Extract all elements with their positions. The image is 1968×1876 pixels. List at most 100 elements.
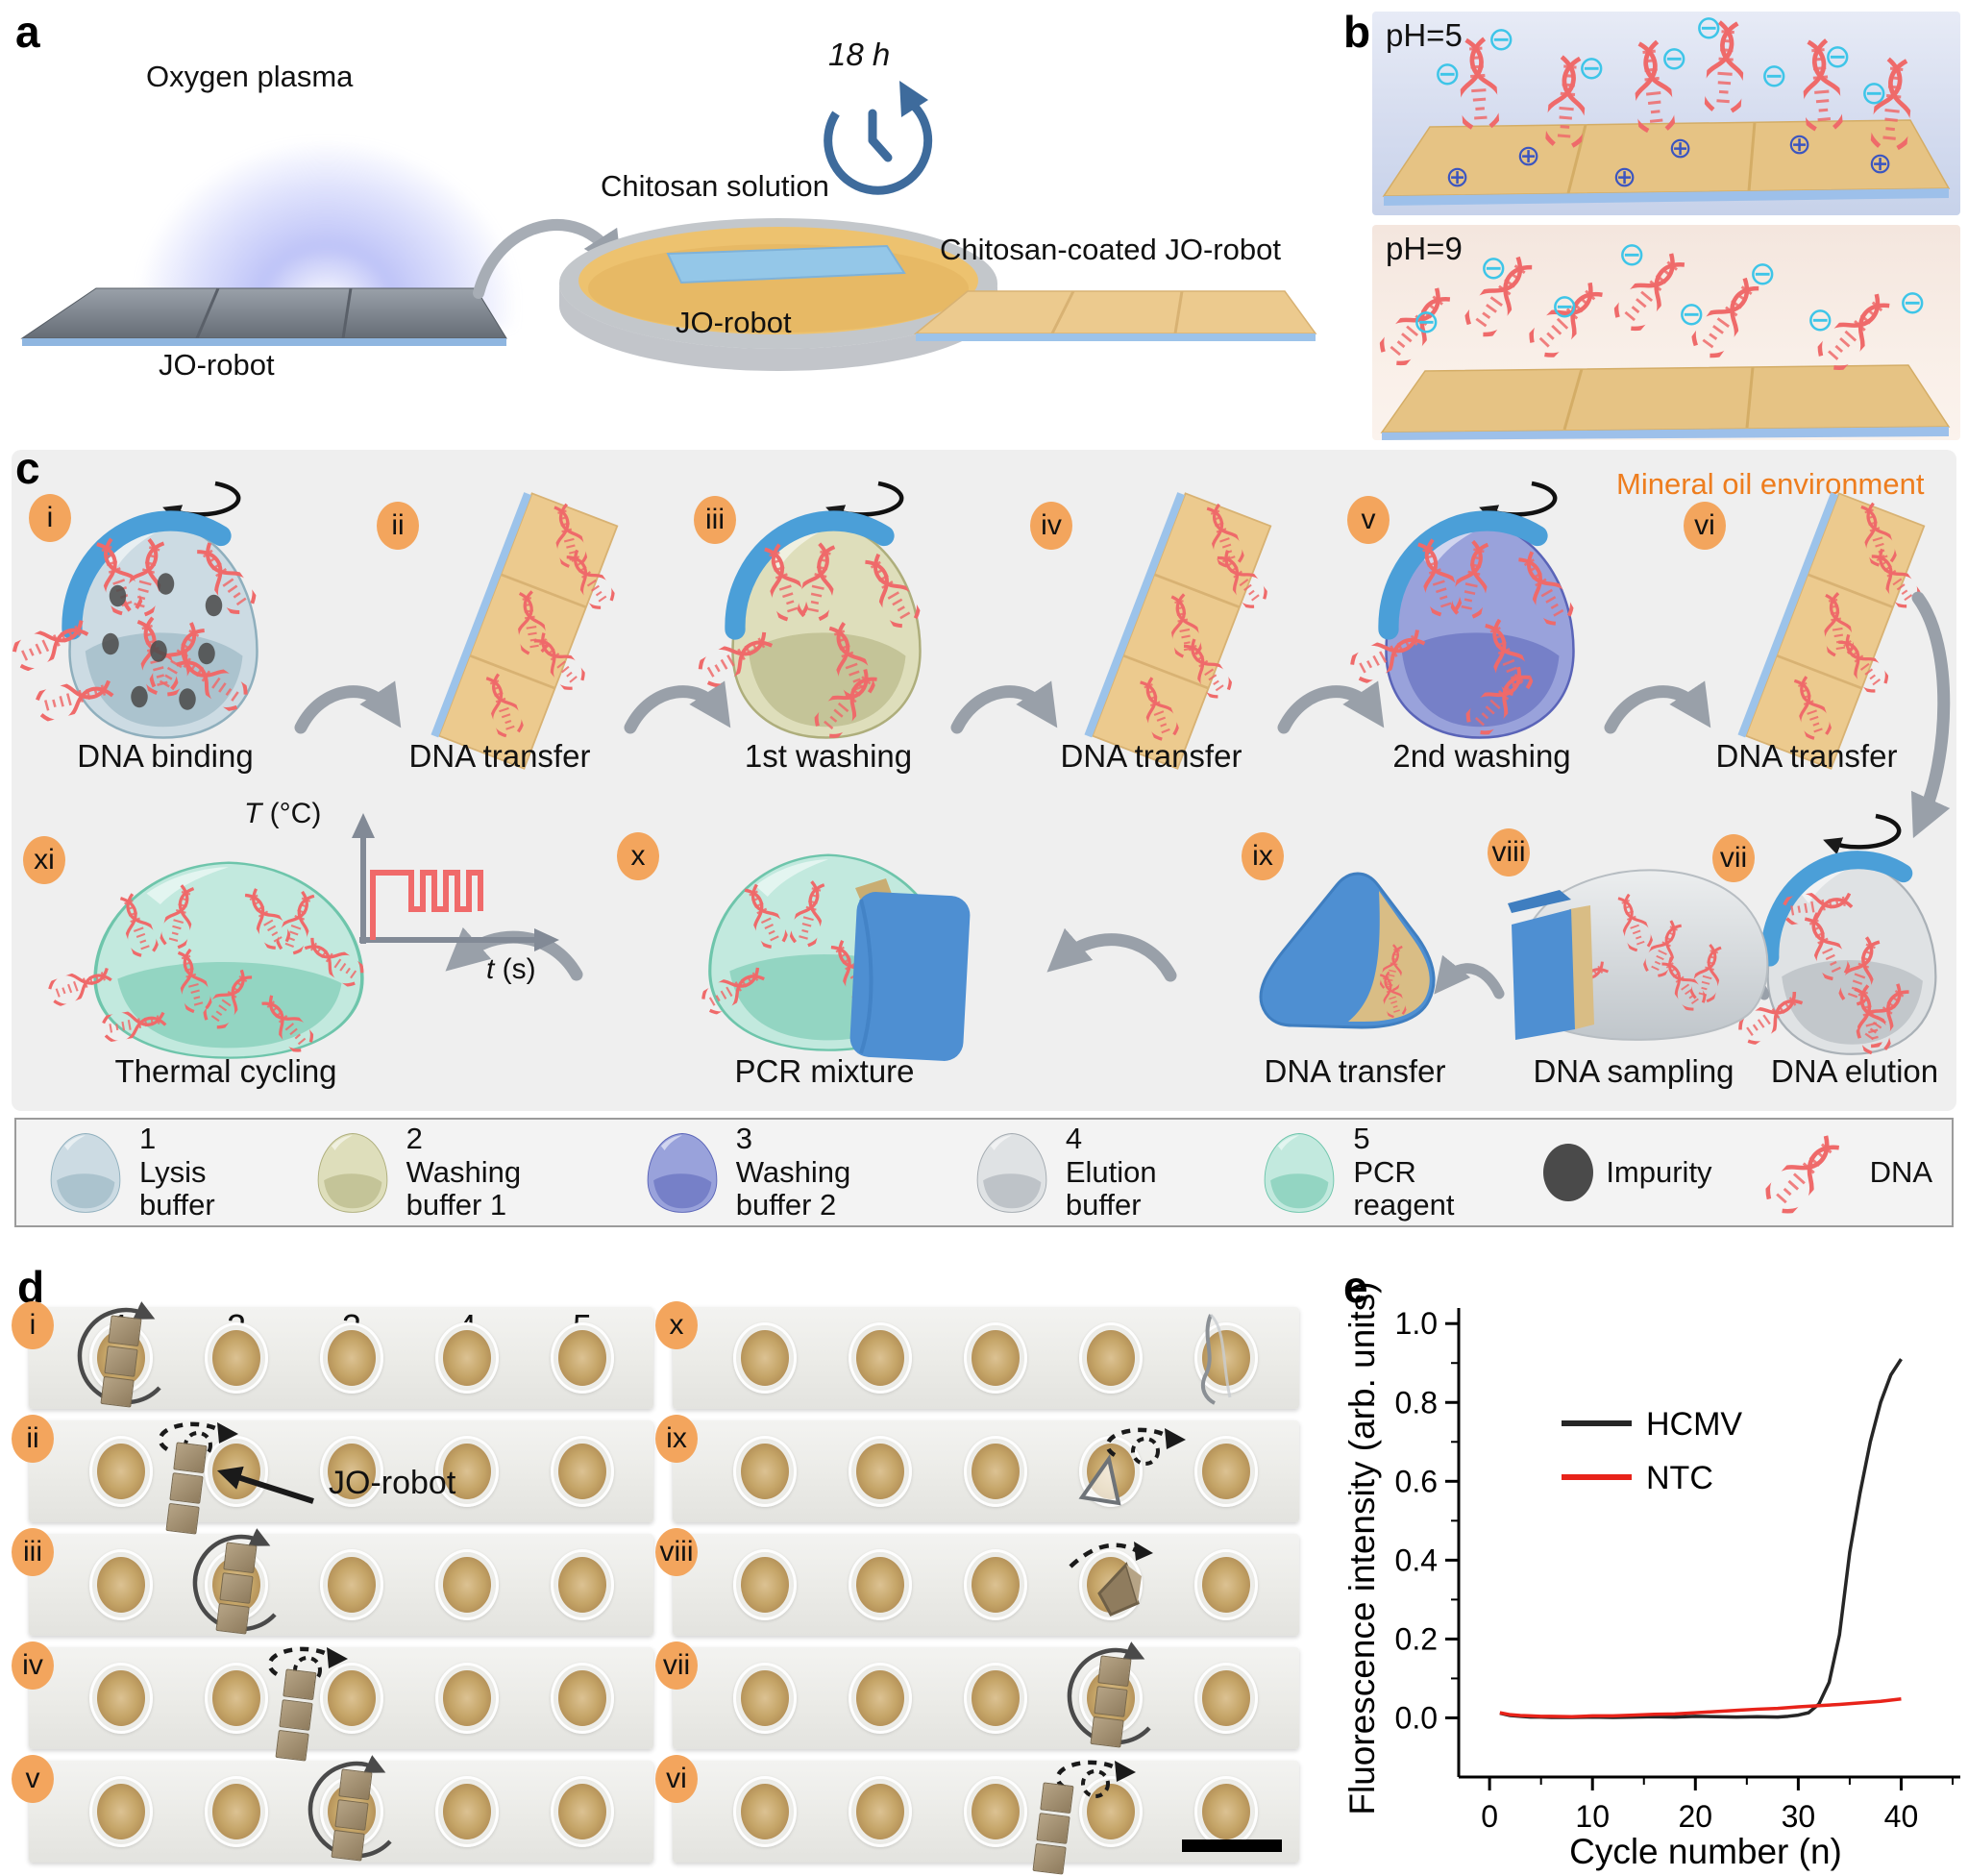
panel-e-label: e — [1343, 1262, 1368, 1312]
step-ix-folded-sheet — [1259, 872, 1436, 1029]
legend-label: Lysis buffer — [139, 1154, 215, 1222]
legend-item-wash1: 2 Washing buffer 1 — [308, 1122, 586, 1222]
duration-label: 18 h — [828, 37, 891, 72]
well — [435, 1776, 499, 1847]
svg-text:⊖: ⊖ — [1434, 56, 1462, 92]
dashed-arc-arrow — [1069, 1542, 1153, 1568]
step-x-label: PCR mixture — [734, 1053, 915, 1089]
svg-text:30: 30 — [1782, 1799, 1816, 1834]
svg-text:⊖: ⊖ — [1749, 256, 1777, 292]
legend-label: Impurity — [1606, 1154, 1712, 1189]
well — [964, 1776, 1027, 1847]
strip-badge-x: x — [655, 1301, 698, 1349]
jo-robot-sheet — [20, 287, 507, 346]
well — [551, 1776, 614, 1847]
impurity-icon — [1543, 1144, 1594, 1201]
strip-badge-viii: viii — [655, 1528, 698, 1576]
legend-item-pcr: 5 PCR reagent — [1255, 1121, 1488, 1222]
discarded-sheet — [1200, 1313, 1232, 1405]
strip-iv — [29, 1647, 653, 1762]
strip-badge-vi: vi — [655, 1755, 698, 1803]
strip-badge-iii: iii — [12, 1528, 54, 1576]
ph5-label: pH=5 — [1386, 17, 1463, 53]
step-badge-xi: xi — [23, 836, 65, 884]
pcr-amplification-chart: Fluorescence intensity (arb. units) Cycl… — [1342, 1281, 1960, 1871]
svg-text:⊖: ⊖ — [1618, 236, 1646, 273]
strip-badge-i: i — [12, 1301, 54, 1349]
well — [1194, 1436, 1258, 1507]
well — [849, 1776, 912, 1847]
legend-label: PCR reagent — [1353, 1154, 1455, 1222]
x-axis-label: Cycle number (n) — [1569, 1832, 1842, 1871]
strip-badge-ii: ii — [12, 1415, 54, 1463]
minus-charges: ⊖ ⊖ ⊖ ⊖ ⊖ ⊖ ⊖ ⊖ — [1413, 236, 1927, 340]
legend-item-lysis: 1 Lysis buffer — [41, 1122, 257, 1222]
well — [89, 1776, 153, 1847]
flow-arrow — [1604, 680, 1711, 734]
step-viii-blob — [1508, 869, 1769, 1041]
step-badge-ix: ix — [1242, 832, 1284, 880]
mineral-oil-label: Mineral oil environment — [1616, 467, 1925, 501]
well — [1194, 1663, 1258, 1734]
well — [1194, 1549, 1258, 1620]
folded-sheet-outline — [1078, 1454, 1121, 1506]
step-iv-label: DNA transfer — [1060, 738, 1242, 774]
well — [964, 1663, 1027, 1734]
step-i-label: DNA binding — [77, 738, 254, 774]
svg-text:1.0: 1.0 — [1395, 1306, 1438, 1341]
well — [964, 1549, 1027, 1620]
well — [733, 1663, 797, 1734]
svg-text:T (°C): T (°C) — [244, 798, 321, 829]
well — [733, 1549, 797, 1620]
legend-label-hcmv: HCMV — [1646, 1406, 1742, 1443]
well — [205, 1776, 268, 1847]
svg-text:⊖: ⊖ — [1760, 58, 1788, 94]
strip-badge-ix: ix — [655, 1415, 698, 1463]
pcr-droplet-icon — [1255, 1125, 1343, 1220]
coated-robot-label: Chitosan-coated JO-robot — [940, 233, 1281, 266]
strip-ix — [673, 1420, 1299, 1522]
step-viii-label: DNA sampling — [1533, 1053, 1734, 1089]
svg-text:0.2: 0.2 — [1395, 1621, 1438, 1656]
well — [435, 1549, 499, 1620]
svg-text:⊕: ⊕ — [1868, 148, 1892, 180]
step-badge-i: i — [29, 494, 71, 542]
strip-vii — [673, 1647, 1299, 1749]
well — [1079, 1776, 1143, 1847]
step-vi-sheet — [1736, 489, 1926, 772]
svg-text:40: 40 — [1884, 1799, 1919, 1834]
well — [849, 1663, 912, 1734]
legend-label: DNA — [1869, 1154, 1933, 1189]
well — [733, 1322, 797, 1394]
flow-arrow — [624, 680, 731, 734]
ph9-box: pH=9 ⊖ ⊖ ⊖ ⊖ ⊖ ⊖ ⊖ ⊖ — [1372, 225, 1960, 440]
well — [435, 1436, 499, 1507]
strip-i: 1 2 3 4 5 — [29, 1307, 653, 1409]
svg-text:⊕: ⊕ — [1516, 140, 1540, 172]
svg-text:⊖: ⊖ — [1860, 75, 1888, 111]
svg-text:0: 0 — [1481, 1799, 1498, 1834]
well — [733, 1776, 797, 1847]
svg-text:⊖: ⊖ — [1678, 296, 1706, 333]
petri-dish — [559, 218, 997, 371]
svg-text:10: 10 — [1575, 1799, 1610, 1834]
impurity-dots — [102, 573, 223, 710]
step-badge-ii: ii — [377, 502, 419, 550]
legend-item-dna: DNA — [1764, 1126, 1932, 1219]
step-badge-vii: vii — [1712, 834, 1755, 882]
step-v-label: 2nd washing — [1392, 738, 1571, 774]
well — [320, 1322, 383, 1394]
flow-arrow-left — [1046, 927, 1177, 982]
step-badge-iii: iii — [694, 496, 736, 544]
temperature-pulse-curve — [370, 870, 483, 940]
legend-label: Washing buffer 2 — [735, 1154, 851, 1222]
plasma-label: Oxygen plasma — [146, 60, 354, 93]
legend-number: 4 — [1065, 1121, 1083, 1155]
svg-text:⊖: ⊖ — [1488, 21, 1515, 58]
step-ii-label: DNA transfer — [408, 738, 591, 774]
step-iii-droplet — [706, 509, 956, 750]
well — [89, 1663, 153, 1734]
legend-label-ntc: NTC — [1646, 1460, 1713, 1496]
legend-number: 5 — [1353, 1121, 1370, 1155]
svg-text:⊕: ⊕ — [1612, 161, 1636, 193]
